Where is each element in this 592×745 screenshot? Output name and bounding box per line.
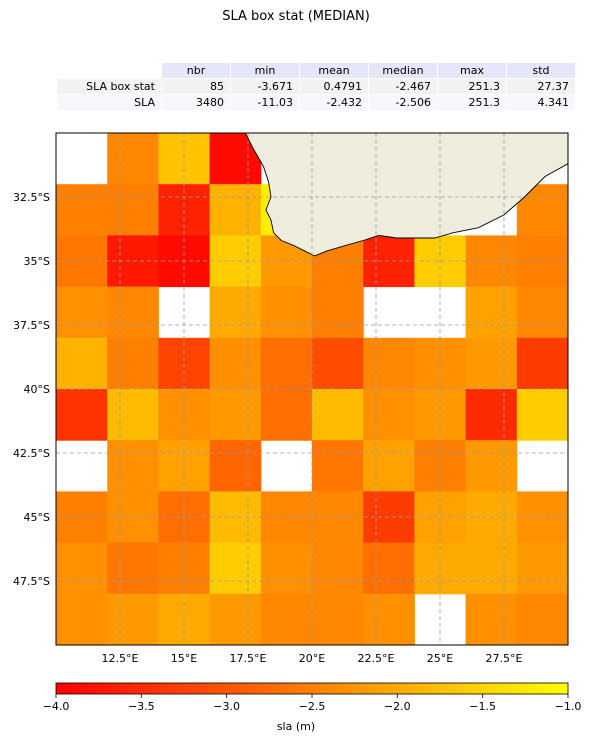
- y-tick-label: 47.5°S: [13, 575, 50, 588]
- heatmap-cell: [260, 286, 313, 339]
- stats-row-label: SLA box stat: [57, 79, 161, 94]
- heatmap-cell: [209, 542, 262, 595]
- heatmap-cell: [260, 337, 313, 390]
- colorbar-label: sla (m): [276, 720, 316, 733]
- stats-cell: -3.671: [231, 79, 299, 94]
- heatmap-cell: [516, 389, 568, 441]
- heatmap-cell: [465, 440, 518, 492]
- heatmap-cell: [209, 440, 262, 492]
- stats-cell: 251.3: [438, 79, 506, 94]
- heatmap-cell: [56, 184, 108, 236]
- heatmap-cell: [363, 593, 415, 645]
- chart-title: SLA box stat (MEDIAN): [222, 9, 370, 24]
- stats-col-header: std: [507, 63, 575, 78]
- heatmap-cell: [516, 542, 568, 595]
- y-tick-label: 35°S: [24, 255, 50, 268]
- heatmap-cell: [209, 389, 262, 441]
- stats-cell: 27.37: [507, 79, 575, 94]
- heatmap-cell: [312, 286, 364, 339]
- heatmap-cell: [465, 593, 518, 645]
- y-tick-label: 40°S: [24, 383, 50, 396]
- colorbar: [55, 682, 569, 695]
- stats-row: SLA box stat 85 -3.671 0.4791 -2.467 251…: [57, 79, 575, 94]
- stats-header-row: nbr min mean median max std: [57, 63, 575, 78]
- heatmap-cell: [107, 184, 159, 236]
- x-tick-label: 12.5°E: [102, 652, 139, 665]
- heatmap-cell: [363, 337, 415, 390]
- heatmap-cell: [363, 542, 415, 595]
- heatmap-cell: [107, 542, 159, 595]
- stats-col-header: max: [438, 63, 506, 78]
- stats-row-label: SLA: [57, 95, 161, 110]
- heatmap-cell: [312, 389, 364, 441]
- heatmap-cell: [516, 593, 568, 645]
- y-tick-label: 42.5°S: [13, 447, 50, 460]
- heatmap-cell: [107, 593, 159, 645]
- y-tick-label: 37.5°S: [13, 319, 50, 332]
- plot-frame: [55, 132, 569, 646]
- heatmap-cell: [363, 389, 415, 441]
- stats-cell: 251.3: [438, 95, 506, 110]
- x-tick-label: 17.5°E: [230, 652, 267, 665]
- heatmap-cell: [56, 542, 108, 595]
- stats-cell: -2.432: [300, 95, 368, 110]
- heatmap-cell: [363, 440, 415, 492]
- heatmap-cell: [516, 286, 568, 339]
- heatmap-cell: [56, 337, 108, 390]
- heatmap-cell: [260, 542, 313, 595]
- heatmap-cell: [107, 286, 159, 339]
- heatmap-cell: [107, 440, 159, 492]
- heatmap-cell: [312, 593, 364, 645]
- heatmap-cell: [260, 389, 313, 441]
- stats-table: nbr min mean median max std SLA box stat…: [56, 62, 576, 111]
- y-tick-label: 45°S: [24, 511, 50, 524]
- heatmap-cell: [312, 440, 364, 492]
- colorbar-tick-label: −2.0: [384, 700, 411, 713]
- heatmap-cell: [56, 286, 108, 339]
- stats-col-header: mean: [300, 63, 368, 78]
- heatmap-cell: [209, 337, 262, 390]
- colorbar-tick-label: −4.0: [43, 700, 70, 713]
- stats-cell: -11.03: [231, 95, 299, 110]
- heatmap-cell: [209, 593, 262, 645]
- x-tick-label: 25°E: [427, 652, 453, 665]
- x-tick-label: 22.5°E: [358, 652, 395, 665]
- heatmap-cell: [107, 337, 159, 390]
- x-tick-label: 20°E: [299, 652, 325, 665]
- stats-cell: 85: [162, 79, 230, 94]
- x-tick-label: 27.5°E: [486, 652, 523, 665]
- colorbar-tick-label: −1.5: [469, 700, 496, 713]
- stats-col-header: median: [369, 63, 437, 78]
- stats-cell: -2.506: [369, 95, 437, 110]
- heatmap-cell: [465, 337, 518, 390]
- heatmap-cell: [516, 337, 568, 390]
- y-tick-label: 32.5°S: [13, 191, 50, 204]
- heatmap-cell: [465, 389, 518, 441]
- stats-col-header: min: [231, 63, 299, 78]
- stats-cell: 3480: [162, 95, 230, 110]
- colorbar-tick-label: −2.5: [299, 700, 326, 713]
- x-tick-label: 15°E: [171, 652, 197, 665]
- heatmap-cell: [107, 133, 159, 185]
- stats-cell: 4.341: [507, 95, 575, 110]
- heatmap-cell: [260, 593, 313, 645]
- colorbar-tick-label: −3.0: [213, 700, 240, 713]
- stats-cell: 0.4791: [300, 79, 368, 94]
- colorbar-tick-label: −3.5: [128, 700, 155, 713]
- land-mass: [244, 133, 568, 257]
- heatmap-cell: [312, 542, 364, 595]
- colorbar-tick-label: −1.0: [555, 700, 582, 713]
- heatmap-cell: [107, 389, 159, 441]
- stats-cell: -2.467: [369, 79, 437, 94]
- heatmap-cell: [209, 184, 262, 236]
- heatmap-cell: [56, 593, 108, 645]
- stats-row: SLA 3480 -11.03 -2.432 -2.506 251.3 4.34…: [57, 95, 575, 110]
- heatmap-cell: [209, 286, 262, 339]
- stats-col-header: nbr: [162, 63, 230, 78]
- heatmap-cell: [312, 337, 364, 390]
- heatmap-cell: [56, 389, 108, 441]
- heatmap-cell: [465, 542, 518, 595]
- heatmap-cell: [465, 286, 518, 339]
